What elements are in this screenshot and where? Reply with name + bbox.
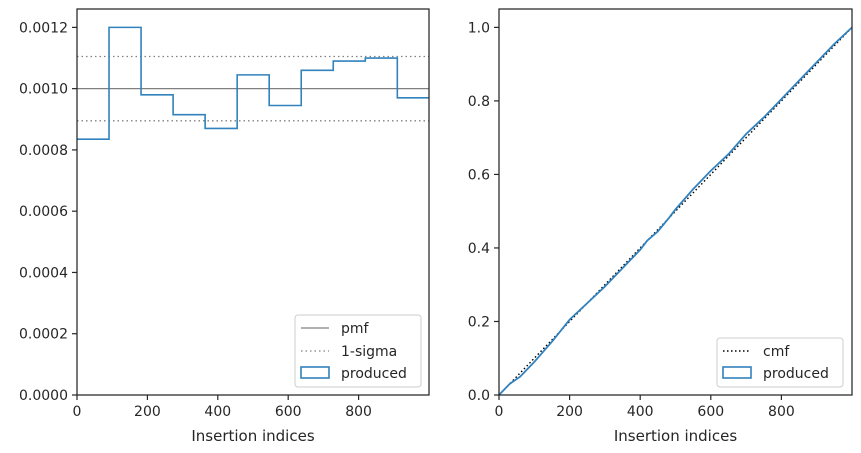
y-tick-label: 0.6	[468, 167, 490, 183]
y-tick-label: 1.0	[468, 20, 490, 36]
legend-pmf-label: pmf	[341, 321, 370, 337]
produced-line	[498, 26, 853, 396]
legend-produced-label: produced	[763, 366, 829, 382]
legend-produced-swatch	[300, 366, 330, 379]
x-tick-label: 0	[73, 404, 82, 420]
y-tick-label: 0.0010	[19, 82, 68, 98]
produced-histogram	[77, 26, 429, 140]
legend-cmf-label: cmf	[763, 344, 790, 360]
y-tick-label: 0.2	[468, 314, 490, 330]
x-axis-label: Insertion indices	[614, 427, 737, 445]
x-tick-label: 200	[556, 404, 583, 420]
y-tick-label: 0.0004	[19, 265, 68, 281]
x-axis-label: Insertion indices	[191, 427, 314, 445]
plot-frame	[498, 8, 853, 396]
y-tick-label: 0.0006	[19, 204, 68, 220]
x-tick-label: 600	[275, 404, 302, 420]
y-tick-label: 0.8	[468, 94, 490, 110]
legend: pmf 1-sigma produced	[294, 314, 422, 388]
cmf-panel: 0 200 400 600 800 0.0 0.2 0.4 0.6 0.8 1.0 Inserti…	[468, 8, 853, 445]
y-tick-label: 0.0002	[19, 327, 68, 343]
x-tick-label: 600	[697, 404, 724, 420]
y-axis-ticks: 0.0000 0.0002 0.0004 0.0006 0.0008 0.0010 0.00…	[19, 20, 77, 404]
y-tick-label: 0.0000	[19, 388, 68, 404]
legend-box	[716, 337, 844, 388]
x-tick-label: 800	[345, 404, 372, 420]
legend-produced-label: produced	[341, 366, 407, 382]
x-tick-label: 200	[134, 404, 161, 420]
legend: cmf produced	[716, 337, 844, 388]
y-tick-label: 0.4	[468, 241, 490, 257]
legend-1-sigma-label: 1-sigma	[341, 344, 397, 360]
y-axis-ticks: 0.0 0.2 0.4 0.6 0.8 1.0	[468, 20, 499, 404]
histogram-plot-area	[77, 26, 429, 140]
x-axis-ticks: 0 200 400 600 800	[73, 395, 372, 420]
x-tick-label: 0	[495, 404, 504, 420]
legend-produced-swatch	[722, 366, 752, 379]
y-tick-label: 0.0	[468, 388, 490, 404]
cmf-plot-area	[498, 26, 853, 396]
y-tick-label: 0.0012	[19, 20, 68, 36]
plot-frame	[76, 8, 430, 396]
x-tick-label: 400	[204, 404, 231, 420]
x-axis-ticks: 0 200 400 600 800	[495, 395, 795, 420]
x-tick-label: 800	[768, 404, 795, 420]
legend-box	[294, 314, 422, 388]
histogram-panel: 0 200 400 600 800 0.00000.00020.00040.00060.…	[19, 8, 430, 445]
y-tick-label: 0.0008	[19, 143, 68, 159]
x-tick-label: 400	[627, 404, 654, 420]
